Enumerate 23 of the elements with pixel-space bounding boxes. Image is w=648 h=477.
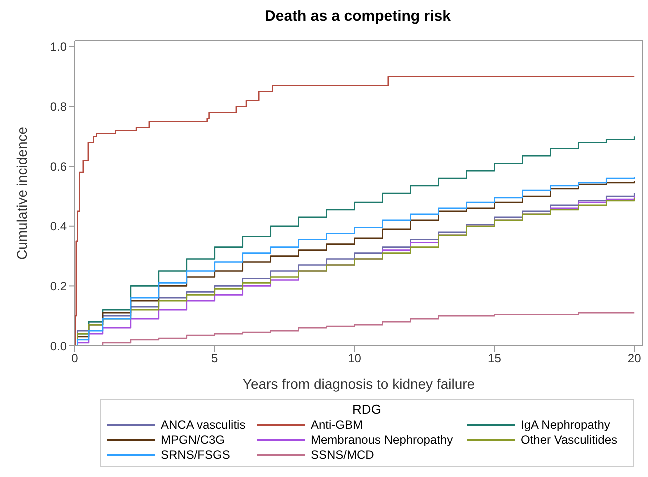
y-tick-label: 0.8 [50, 100, 68, 114]
x-tick-label: 20 [628, 352, 642, 366]
legend-label: IgA Nephropathy [521, 418, 610, 432]
legend-label: Other Vasculitides [521, 432, 618, 446]
legend-label: Membranous Nephropathy [311, 432, 454, 446]
y-tick-label: 0.6 [50, 160, 68, 174]
legend-label: SRNS/FSGS [161, 448, 230, 462]
x-tick-label: 15 [488, 352, 502, 366]
x-tick-label: 5 [212, 352, 219, 366]
x-tick-label: 0 [72, 352, 79, 366]
legend-label: MPGN/C3G [161, 432, 226, 446]
legend-title: RDG [352, 402, 382, 417]
y-tick-label: 1.0 [50, 40, 68, 54]
x-tick-label: 10 [348, 352, 362, 366]
legend-label: ANCA vasculitis [161, 418, 246, 432]
y-tick-label: 0.2 [50, 279, 68, 294]
y-axis-title: Cumulative incidence [14, 126, 30, 260]
y-tick-label: 0.0 [50, 339, 68, 354]
chart-title: Death as a competing risk [264, 8, 452, 27]
legend-label: Anti-GBM [311, 418, 364, 432]
y-tick-label: 0.4 [50, 220, 68, 234]
x-axis-title: Years from diagnosis to kidney failure [242, 376, 476, 392]
legend-label: SSNS/MCD [311, 448, 374, 462]
